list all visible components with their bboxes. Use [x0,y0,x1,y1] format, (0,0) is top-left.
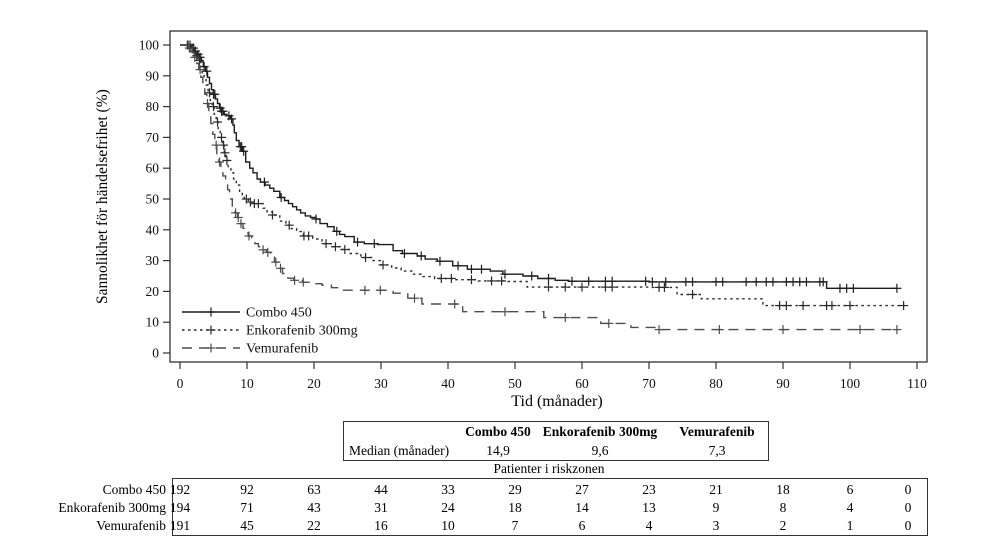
risk-table-box [172,478,928,536]
risk-value: 6 [578,518,586,533]
legend-label: Vemurafenib [246,342,318,357]
median-value-combo450: 14,9 [486,443,510,458]
x-tick-label: 10 [240,376,254,391]
risk-value: 14 [575,500,589,515]
risk-value: 2 [779,518,787,533]
risk-value: 71 [240,500,254,515]
risk-value: 44 [374,482,388,497]
risk-value: 192 [169,482,191,497]
risk-value: 7 [511,518,519,533]
risk-value: 13 [642,500,656,515]
x-tick-label: 60 [575,376,589,391]
risk-value: 27 [575,482,589,497]
median-header-combo450: Combo 450 [465,424,531,439]
risk-row-label: Vemurafenib [96,518,166,533]
y-axis-title: Sannolikhet för händelsefrihet (%) [94,89,111,305]
x-tick-label: 90 [776,376,790,391]
plot-frame [169,30,928,363]
median-row-label: Median (månader) [349,443,450,458]
median-value-vemurafenib: 7,3 [708,443,726,458]
y-tick-label: 40 [146,222,160,237]
risk-value: 9 [712,500,720,515]
median-header-vemurafenib: Vemurafenib [679,424,755,439]
risk-value: 63 [307,482,321,497]
x-tick-label: 110 [907,376,927,391]
median-value-enkorafenib: 9,6 [591,443,609,458]
risk-row-label: Combo 450 [102,482,166,497]
series-curve-combo-450 [180,44,897,289]
risk-value: 4 [645,518,653,533]
risk-value: 18 [508,500,522,515]
x-tick-label: 80 [709,376,723,391]
y-tick-label: 30 [146,253,160,268]
y-tick-label: 0 [152,346,159,361]
series-curve-vemurafenib [180,44,897,331]
risk-value: 33 [441,482,455,497]
risk-value: 45 [240,518,254,533]
risk-value: 0 [904,518,912,533]
risk-value: 92 [240,482,254,497]
risk-value: 1 [846,518,854,533]
risk-value: 43 [307,500,321,515]
risk-value: 24 [441,500,455,515]
x-tick-label: 20 [307,376,321,391]
x-tick-label: 40 [441,376,455,391]
x-tick-label: 50 [508,376,522,391]
risk-value: 0 [904,500,912,515]
risk-value: 3 [712,518,720,533]
x-tick-label: 0 [177,376,184,391]
risk-value: 21 [709,482,723,497]
risk-value: 16 [374,518,388,533]
y-tick-label: 50 [146,192,160,207]
x-axis-title: Tid (månader) [511,393,603,410]
x-tick-label: 70 [642,376,656,391]
x-tick-label: 100 [840,376,861,391]
y-tick-label: 80 [146,99,160,114]
risk-value: 18 [776,482,790,497]
risk-value: 29 [508,482,522,497]
risk-value: 8 [779,500,787,515]
risk-row-label: Enkorafenib 300mg [58,500,166,515]
risk-value: 194 [169,500,191,515]
y-tick-label: 100 [139,38,160,53]
risk-value: 22 [307,518,321,533]
risk-value: 191 [169,518,191,533]
risk-value: 0 [904,482,912,497]
x-tick-label: 30 [374,376,388,391]
series-curve-enkorafenib-300mg [180,44,904,307]
y-tick-label: 20 [146,284,160,299]
risk-value: 23 [642,482,656,497]
y-tick-label: 90 [146,68,160,83]
y-tick-label: 70 [146,130,160,145]
median-table: Combo 450 Enkorafenib 300mg Vemurafenib … [343,421,769,461]
y-tick-label: 10 [146,315,160,330]
legend-label: Enkorafenib 300mg [246,324,358,339]
risk-value: 6 [846,482,854,497]
risk-value: 4 [846,500,854,515]
risk-value: 31 [374,500,388,515]
median-header-enkorafenib: Enkorafenib 300mg [542,424,658,439]
risk-value: 10 [441,518,455,533]
km-plot: 0 10 20 30 40 50 60 70 80 90 100 0 10 20 30 40 50 60 70 80 9… [139,30,928,391]
median-header-blank [344,422,462,441]
legend-label: Combo 450 [246,306,312,321]
risk-table-title: Patienter i riskzonen [493,461,605,476]
y-tick-label: 60 [146,161,160,176]
